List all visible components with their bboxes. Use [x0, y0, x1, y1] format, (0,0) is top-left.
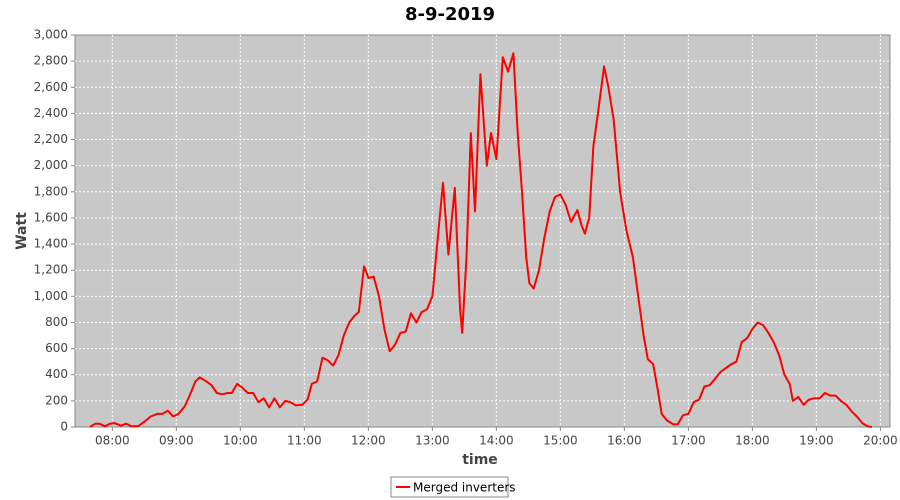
y-tick-label: 2,000 [34, 158, 68, 172]
y-tick-label: 2,600 [34, 80, 68, 94]
y-tick-label: 2,400 [34, 106, 68, 120]
y-tick-label: 1,400 [34, 237, 68, 251]
y-tick-label: 0 [60, 420, 68, 434]
x-tick-label: 18:00 [735, 434, 770, 448]
y-tick-label: 1,600 [34, 210, 68, 224]
y-tick-label: 800 [45, 315, 68, 329]
y-tick-label: 3,000 [34, 28, 68, 42]
y-tick-label: 2,800 [34, 54, 68, 68]
y-tick-label: 1,800 [34, 184, 68, 198]
x-tick-label: 13:00 [415, 434, 450, 448]
x-tick-label: 14:00 [479, 434, 514, 448]
x-tick-label: 12:00 [351, 434, 386, 448]
x-tick-label: 10:00 [223, 434, 258, 448]
y-tick-label: 2,200 [34, 132, 68, 146]
x-tick-label: 16:00 [607, 434, 642, 448]
x-tick-label: 11:00 [287, 434, 322, 448]
y-tick-label: 400 [45, 367, 68, 381]
chart-title: 8-9-2019 [405, 4, 495, 25]
x-tick-label: 17:00 [671, 434, 706, 448]
y-tick-label: 600 [45, 341, 68, 355]
x-tick-label: 08:00 [95, 434, 130, 448]
y-tick-label: 200 [45, 393, 68, 407]
y-axis-label: Watt [14, 212, 30, 250]
y-tick-label: 1,000 [34, 289, 68, 303]
data-line [89, 52, 873, 428]
x-tick-label: 09:00 [159, 434, 194, 448]
x-tick-label: 15:00 [543, 434, 578, 448]
x-axis-label: time [462, 452, 498, 468]
x-tick-label: 20:00 [863, 434, 898, 448]
y-tick-label: 1,200 [34, 263, 68, 277]
x-tick-label: 19:00 [799, 434, 834, 448]
legend-label: Merged inverters [413, 481, 516, 495]
legend-box [390, 476, 509, 498]
